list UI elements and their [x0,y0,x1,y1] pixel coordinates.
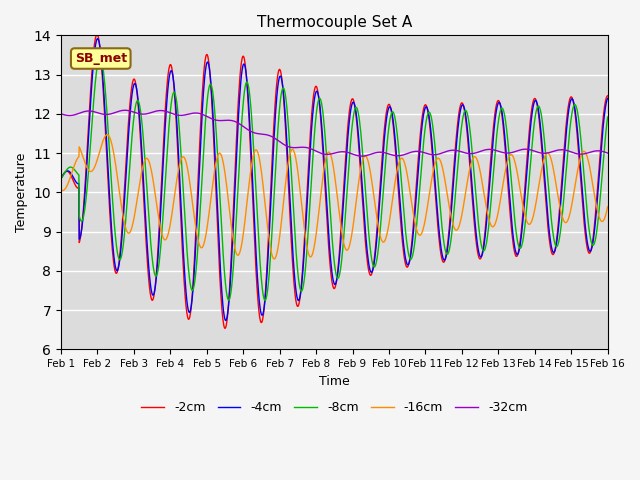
-4cm [222,318,230,324]
-8cm [261,298,269,303]
-2cm [57,176,65,181]
-2cm [492,109,499,115]
-16cm [166,225,173,230]
-8cm [420,137,428,143]
-8cm [179,183,187,189]
-16cm [420,224,428,229]
Line: -8cm: -8cm [61,57,607,300]
-4cm [166,72,173,78]
-16cm [57,187,65,193]
-2cm [604,93,611,99]
-32cm [492,147,499,153]
-4cm [179,241,187,247]
-2cm [540,168,547,174]
Line: -2cm: -2cm [61,35,607,328]
-2cm [179,258,187,264]
-4cm [492,116,499,122]
-32cm [121,108,129,113]
-32cm [179,112,187,118]
-32cm [420,150,428,156]
X-axis label: Time: Time [319,374,349,387]
-4cm [420,110,428,116]
-4cm [93,36,101,42]
-32cm [57,111,65,117]
Line: -16cm: -16cm [61,135,607,259]
Legend: -2cm, -4cm, -8cm, -16cm, -32cm: -2cm, -4cm, -8cm, -16cm, -32cm [136,396,532,420]
-8cm [240,91,248,97]
-2cm [241,57,248,62]
-32cm [604,150,611,156]
-4cm [57,176,65,181]
-8cm [604,114,611,120]
-2cm [93,32,101,37]
-16cm [492,221,499,227]
-16cm [103,132,111,138]
-32cm [358,153,365,159]
-32cm [240,124,248,130]
-16cm [240,225,248,230]
-16cm [179,154,187,160]
Line: -32cm: -32cm [61,110,607,156]
Text: SB_met: SB_met [75,52,127,65]
-2cm [166,63,173,69]
-8cm [96,54,104,60]
Title: Thermocouple Set A: Thermocouple Set A [257,15,412,30]
-2cm [221,325,229,331]
-4cm [604,96,611,101]
-16cm [540,158,547,164]
-16cm [270,256,278,262]
Line: -4cm: -4cm [61,39,607,321]
-32cm [540,150,547,156]
-32cm [166,110,173,116]
-8cm [540,128,547,134]
-8cm [57,176,65,181]
-4cm [241,62,248,68]
-2cm [420,105,428,111]
-8cm [492,148,499,154]
-4cm [540,158,547,164]
-8cm [166,115,173,121]
Y-axis label: Temperature: Temperature [15,153,28,232]
-16cm [604,204,611,210]
